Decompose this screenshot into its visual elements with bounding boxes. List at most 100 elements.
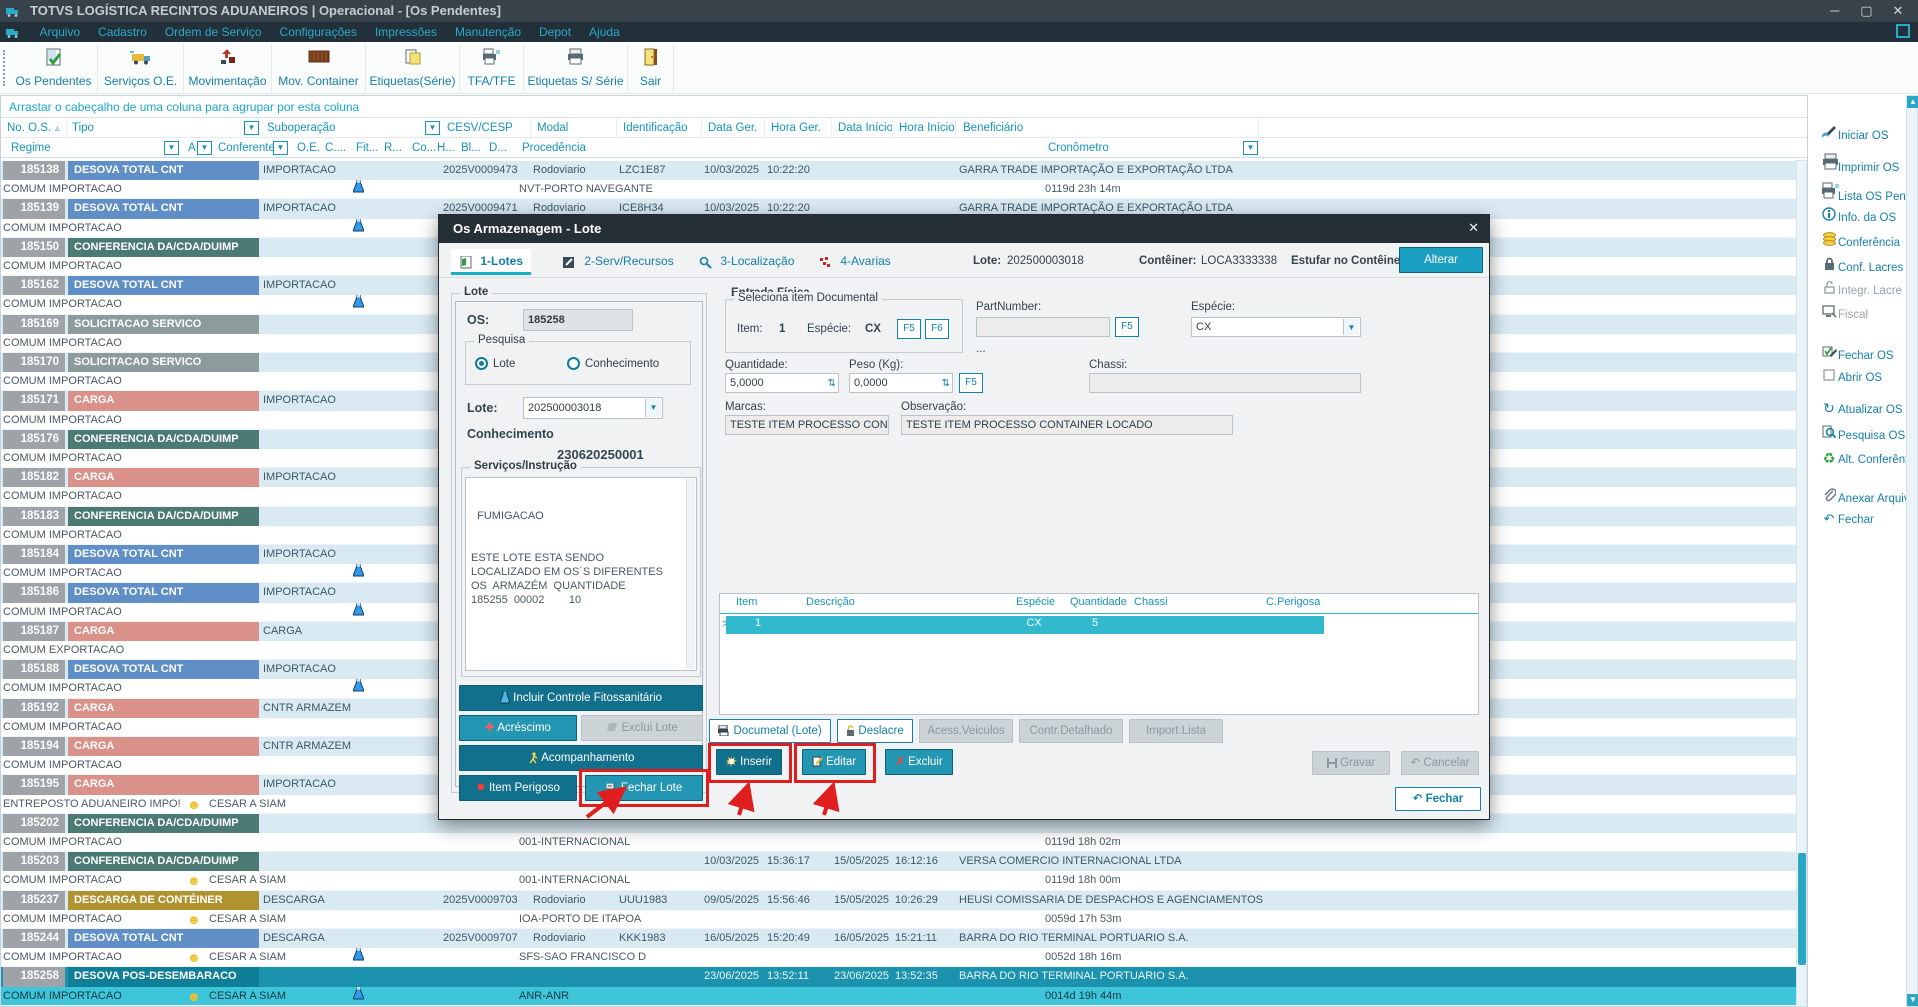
chevron-down-icon[interactable]: ▼ (645, 399, 661, 417)
col-header-modal[interactable]: Modal (533, 118, 617, 138)
subcol-header-co-[interactable]: Co... (412, 142, 437, 154)
toolbar-servi-os-o-e-[interactable]: Serviços O.E. (98, 44, 184, 92)
subcol-header-regime[interactable]: Regime (11, 142, 51, 154)
os-subrow-185138[interactable]: COMUM IMPORTACAO NVT-PORTO NAVEGANTE 0119d… (1, 180, 1797, 200)
subcol-header-proced-ncia[interactable]: Procedência (522, 142, 586, 154)
group-by-hint[interactable]: Arrastar o cabeçalho de uma coluna para … (1, 96, 1807, 118)
quantidade-input[interactable]: 5,0000 ⇅ (725, 373, 839, 393)
radio-lote-label[interactable]: Lote (493, 358, 516, 370)
tab-localizacao[interactable]: 3-Localização (691, 249, 802, 275)
servicos-textarea[interactable]: FUMIGACAO ESTE LOTE ESTA SENDO LOCALIZAD… (465, 477, 697, 671)
radio-conhecimento[interactable] (567, 357, 580, 370)
subcol-header-o-e-[interactable]: O.E. (297, 142, 321, 154)
item-perigoso-button[interactable]: ✹ Item Perigoso (459, 775, 577, 801)
especie2-combobox[interactable]: CX ▼ (1191, 317, 1361, 337)
subcol-header-r-[interactable]: R... (384, 142, 402, 154)
f5-button[interactable]: F5 (897, 319, 921, 339)
toolbar-etiquetas-s-s-rie[interactable]: Etiquetas S/ Série (524, 44, 628, 92)
grid-vertical-scrollbar[interactable] (1796, 160, 1807, 1007)
spinner-icon[interactable]: ⇅ (941, 378, 950, 389)
sidebar-item-abrir-os[interactable]: Abrir OS (1820, 369, 1882, 384)
spinner-icon[interactable]: ⇅ (827, 378, 836, 389)
partnumber-f5-button[interactable]: F5 (1115, 317, 1139, 337)
exclui-lote-button[interactable]: Exclui Lote (581, 715, 703, 741)
subcol-header-conferente[interactable]: Conferente (218, 142, 275, 154)
mdi-restore-icon[interactable] (1896, 24, 1910, 38)
menu-item-configura-es[interactable]: Configurações (279, 25, 357, 39)
filter-icon[interactable]: ▼ (425, 121, 440, 135)
col-header-benefici-rio[interactable]: Beneficiário (959, 118, 1259, 138)
maximize-button[interactable]: ▢ (1860, 3, 1873, 18)
tab-avarias[interactable]: 4-Avarias (811, 249, 899, 275)
sidebar-item-anexar-arquivos[interactable]: Anexar Arquivos (1820, 488, 1918, 505)
col-header-data-ger-[interactable]: Data Ger. (704, 118, 765, 138)
sidebar-item-iniciar-os[interactable]: Iniciar OS (1820, 125, 1889, 142)
col-header-data-in-cio[interactable]: Data Início (834, 118, 893, 138)
menu-item-arquivo[interactable]: Arquivo (39, 25, 81, 39)
peso-f5-button[interactable]: F5 (959, 373, 983, 393)
grid-scrollbar-thumb[interactable] (1798, 853, 1806, 965)
tab-serv-recursos[interactable]: 2-Serv/Recursos (555, 249, 682, 275)
os-subrow-185237[interactable]: COMUM IMPORTACAO ☻ CESAR A SIAM IOA-PORTO D… (1, 909, 1797, 929)
sidebar-item-fechar-os[interactable]: Fechar OS (1820, 345, 1894, 362)
filter-icon[interactable]: ▼ (164, 141, 179, 155)
peso-input[interactable]: 0,0000 ⇅ (849, 373, 953, 393)
observacao-input[interactable]: TESTE ITEM PROCESSO CONTAINER LOCADO (901, 415, 1233, 435)
excluir-button[interactable]: ✗ Excluir (885, 749, 953, 775)
sidebar-item-confer-ncia[interactable]: Conferência (1820, 232, 1900, 249)
window-vertical-scrollbar[interactable]: ▲ ▼ (1906, 95, 1918, 1007)
sidebar-item-fechar[interactable]: ↶ Fechar (1820, 511, 1874, 527)
os-subrow-185258[interactable]: COMUM IMPORTACAO ☻ CESAR A SIAM ANR-ANR 0014… (1, 986, 1797, 1006)
toolbar-sair[interactable]: Sair (628, 44, 674, 92)
f6-button[interactable]: F6 (925, 319, 949, 339)
os-row-185258[interactable]: 185258 DESOVA POS-DESEMBARACO 23/06/2025 13… (1, 967, 1797, 987)
sidebar-item-atualizar-os[interactable]: ↻ Atualizar OS (1820, 400, 1902, 417)
partnumber-input[interactable] (976, 317, 1110, 337)
os-row-185138[interactable]: 185138 DESOVA TOTAL CNT IMPORTACAO 2025V000… (1, 161, 1797, 181)
gravar-button[interactable]: Gravar (1312, 751, 1390, 775)
os-subrow-185202[interactable]: COMUM IMPORTACAO 001-INTERNACIONAL 0119d 1… (1, 833, 1797, 853)
close-button[interactable]: ✕ (1892, 3, 1904, 18)
filter-icon[interactable]: ▼ (1243, 141, 1258, 155)
toolbar-grip[interactable] (3, 50, 7, 86)
menu-item-ordem-de-servi-o[interactable]: Ordem de Serviço (164, 25, 262, 39)
subcol-header-h-[interactable]: H... (437, 142, 455, 154)
os-row-185139[interactable]: 185139 DESOVA TOTAL CNT IMPORTACAO 2025V000… (1, 199, 1797, 219)
cancelar-button[interactable]: ↶ Cancelar (1401, 751, 1479, 775)
col-header-identifica-o[interactable]: Identificação (619, 118, 702, 138)
items-grid-selected-row[interactable]: 1 CX 5 (726, 616, 1324, 634)
menu-item-impress-es[interactable]: Impressões (374, 25, 437, 39)
subcol-header-d-[interactable]: D... (489, 142, 507, 154)
scroll-down-icon[interactable]: ▼ (1907, 994, 1918, 1006)
inserir-button[interactable]: Inserir (716, 749, 782, 775)
col-header-subopera-o[interactable]: Suboperação (263, 118, 439, 138)
documetal-lote-button[interactable]: Documetal (Lote) (709, 719, 831, 743)
toolbar-os-pendentes[interactable]: Os Pendentes (10, 44, 98, 92)
toolbar-etiquetas-s-rie-[interactable]: Etiquetas(Série) (366, 44, 460, 92)
sidebar-item-lista-os-pend-[interactable]: Lista OS Pend. (1820, 182, 1915, 203)
col-header-no-o-s-[interactable]: No. O.S. ▵ (3, 118, 67, 138)
filter-icon[interactable]: ▼ (197, 141, 212, 155)
menu-item-ajuda[interactable]: Ajuda (589, 25, 620, 39)
col-header-cesv-cesp[interactable]: CESV/CESP (443, 118, 531, 138)
menu-item-manuten-o[interactable]: Manutenção (454, 25, 522, 39)
alterar-button[interactable]: Alterar (1399, 247, 1483, 273)
marcas-input[interactable]: TESTE ITEM PROCESSO CONTAINE! (725, 415, 889, 435)
incluir-fitossanitario-button[interactable]: Incluir Controle Fitossanitário (459, 685, 703, 711)
editar-button[interactable]: Editar (802, 749, 866, 775)
acess-veiculos-button[interactable]: Acess.Veiculos (919, 719, 1013, 743)
lote-combobox[interactable]: 202500003018 ▼ (523, 397, 663, 419)
radio-lote[interactable] (475, 357, 488, 370)
sidebar-item-info-da-os[interactable]: Info. da OS (1820, 207, 1896, 224)
os-row-185203[interactable]: 185203 CONFERENCIA DA/CDA/DUIMP 10/03/2025… (1, 852, 1797, 872)
fechar-lote-button[interactable]: Fechar Lote (585, 775, 703, 801)
col-header-tipo[interactable]: Tipo (68, 118, 259, 138)
tab-lotes[interactable]: 1-Lotes (451, 249, 532, 275)
col-header-hora-in-cio[interactable]: Hora Início (895, 118, 956, 138)
import-lista-button[interactable]: Import.Lista (1129, 719, 1223, 743)
toolbar-movimenta-o[interactable]: Movimentação (184, 44, 272, 92)
dialog-close-icon[interactable]: ✕ (1468, 220, 1479, 235)
sidebar-item-alt-confer-nte[interactable]: ♻ Alt. Conferênte (1820, 450, 1915, 467)
toolbar-mov-container[interactable]: Mov. Container (272, 44, 366, 92)
contr-detalhado-button[interactable]: Contr.Detalhado (1019, 719, 1123, 743)
